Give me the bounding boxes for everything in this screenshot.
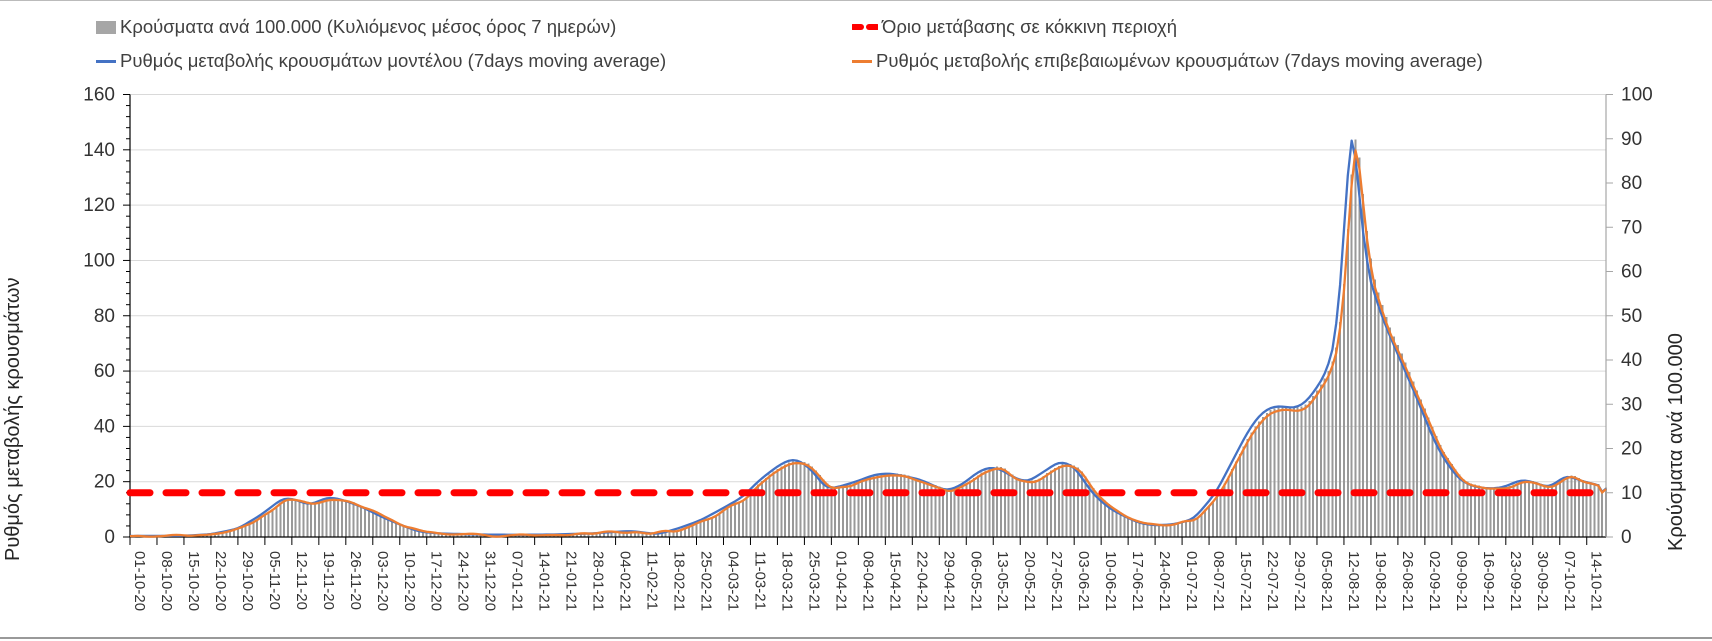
svg-text:25-03-21: 25-03-21 xyxy=(805,551,822,611)
svg-text:10-06-21: 10-06-21 xyxy=(1102,551,1119,611)
svg-text:15-07-21: 15-07-21 xyxy=(1237,551,1254,611)
svg-text:140: 140 xyxy=(83,140,115,161)
svg-text:28-01-21: 28-01-21 xyxy=(590,551,607,611)
svg-text:100: 100 xyxy=(1621,85,1653,106)
svg-text:120: 120 xyxy=(83,195,115,216)
svg-text:11-02-21: 11-02-21 xyxy=(644,551,661,610)
svg-text:12-11-20: 12-11-20 xyxy=(293,551,310,610)
svg-text:31-12-20: 31-12-20 xyxy=(482,551,499,611)
svg-text:24-12-20: 24-12-20 xyxy=(455,551,472,611)
svg-text:14-01-21: 14-01-21 xyxy=(536,551,553,611)
svg-text:05-08-21: 05-08-21 xyxy=(1318,551,1335,611)
svg-text:10: 10 xyxy=(1621,483,1642,504)
svg-text:160: 160 xyxy=(83,85,115,106)
svg-text:26-11-20: 26-11-20 xyxy=(347,551,364,610)
svg-text:17-06-21: 17-06-21 xyxy=(1129,551,1146,611)
svg-text:01-04-21: 01-04-21 xyxy=(832,551,849,611)
svg-text:02-09-21: 02-09-21 xyxy=(1426,551,1443,611)
svg-text:10-12-20: 10-12-20 xyxy=(401,551,418,611)
svg-text:40: 40 xyxy=(94,416,115,437)
svg-text:40: 40 xyxy=(1621,350,1642,371)
svg-text:21-01-21: 21-01-21 xyxy=(563,551,580,611)
svg-text:22-10-20: 22-10-20 xyxy=(212,551,229,611)
svg-text:90: 90 xyxy=(1621,129,1642,150)
svg-text:26-08-21: 26-08-21 xyxy=(1399,551,1416,611)
svg-text:22-04-21: 22-04-21 xyxy=(913,551,930,611)
svg-text:100: 100 xyxy=(83,250,115,271)
svg-text:20-05-21: 20-05-21 xyxy=(1021,551,1038,611)
svg-text:27-05-21: 27-05-21 xyxy=(1048,551,1065,611)
svg-text:18-03-21: 18-03-21 xyxy=(778,551,795,611)
svg-text:30-09-21: 30-09-21 xyxy=(1534,551,1551,611)
svg-text:70: 70 xyxy=(1621,217,1642,238)
svg-text:13-05-21: 13-05-21 xyxy=(994,551,1011,611)
svg-text:25-02-21: 25-02-21 xyxy=(698,551,715,611)
svg-text:01-07-21: 01-07-21 xyxy=(1183,551,1200,611)
svg-text:07-01-21: 07-01-21 xyxy=(509,551,526,611)
svg-text:60: 60 xyxy=(94,361,115,382)
svg-text:03-12-20: 03-12-20 xyxy=(374,551,391,611)
svg-text:08-10-20: 08-10-20 xyxy=(158,551,175,611)
svg-text:11-03-21: 11-03-21 xyxy=(751,551,768,610)
svg-text:18-02-21: 18-02-21 xyxy=(671,551,688,611)
svg-text:20: 20 xyxy=(94,472,115,493)
svg-text:04-03-21: 04-03-21 xyxy=(724,551,741,611)
svg-text:19-08-21: 19-08-21 xyxy=(1372,551,1389,611)
svg-text:22-07-21: 22-07-21 xyxy=(1264,551,1281,611)
svg-text:19-11-20: 19-11-20 xyxy=(320,551,337,610)
svg-text:05-11-20: 05-11-20 xyxy=(266,551,283,610)
svg-text:29-10-20: 29-10-20 xyxy=(239,551,256,611)
svg-text:0: 0 xyxy=(1621,527,1632,548)
svg-text:30: 30 xyxy=(1621,394,1642,415)
svg-text:24-06-21: 24-06-21 xyxy=(1156,551,1173,611)
svg-text:80: 80 xyxy=(1621,173,1642,194)
svg-text:08-07-21: 08-07-21 xyxy=(1210,551,1227,611)
svg-text:29-07-21: 29-07-21 xyxy=(1291,551,1308,611)
svg-text:23-09-21: 23-09-21 xyxy=(1507,551,1524,611)
svg-text:0: 0 xyxy=(104,527,115,548)
svg-text:04-02-21: 04-02-21 xyxy=(617,551,634,611)
svg-text:60: 60 xyxy=(1621,262,1642,283)
svg-text:15-04-21: 15-04-21 xyxy=(886,551,903,611)
svg-text:03-06-21: 03-06-21 xyxy=(1075,551,1092,611)
svg-text:17-12-20: 17-12-20 xyxy=(428,551,445,611)
svg-text:14-10-21: 14-10-21 xyxy=(1588,551,1605,611)
svg-text:80: 80 xyxy=(94,306,115,327)
svg-text:08-04-21: 08-04-21 xyxy=(859,551,876,611)
svg-text:16-09-21: 16-09-21 xyxy=(1480,551,1497,611)
svg-text:50: 50 xyxy=(1621,306,1642,327)
svg-text:29-04-21: 29-04-21 xyxy=(940,551,957,611)
svg-text:09-09-21: 09-09-21 xyxy=(1453,551,1470,611)
svg-text:15-10-20: 15-10-20 xyxy=(185,551,202,611)
svg-text:12-08-21: 12-08-21 xyxy=(1345,551,1362,611)
svg-text:20: 20 xyxy=(1621,439,1642,460)
svg-text:06-05-21: 06-05-21 xyxy=(967,551,984,611)
svg-text:07-10-21: 07-10-21 xyxy=(1561,551,1578,611)
svg-text:01-10-20: 01-10-20 xyxy=(131,551,148,611)
